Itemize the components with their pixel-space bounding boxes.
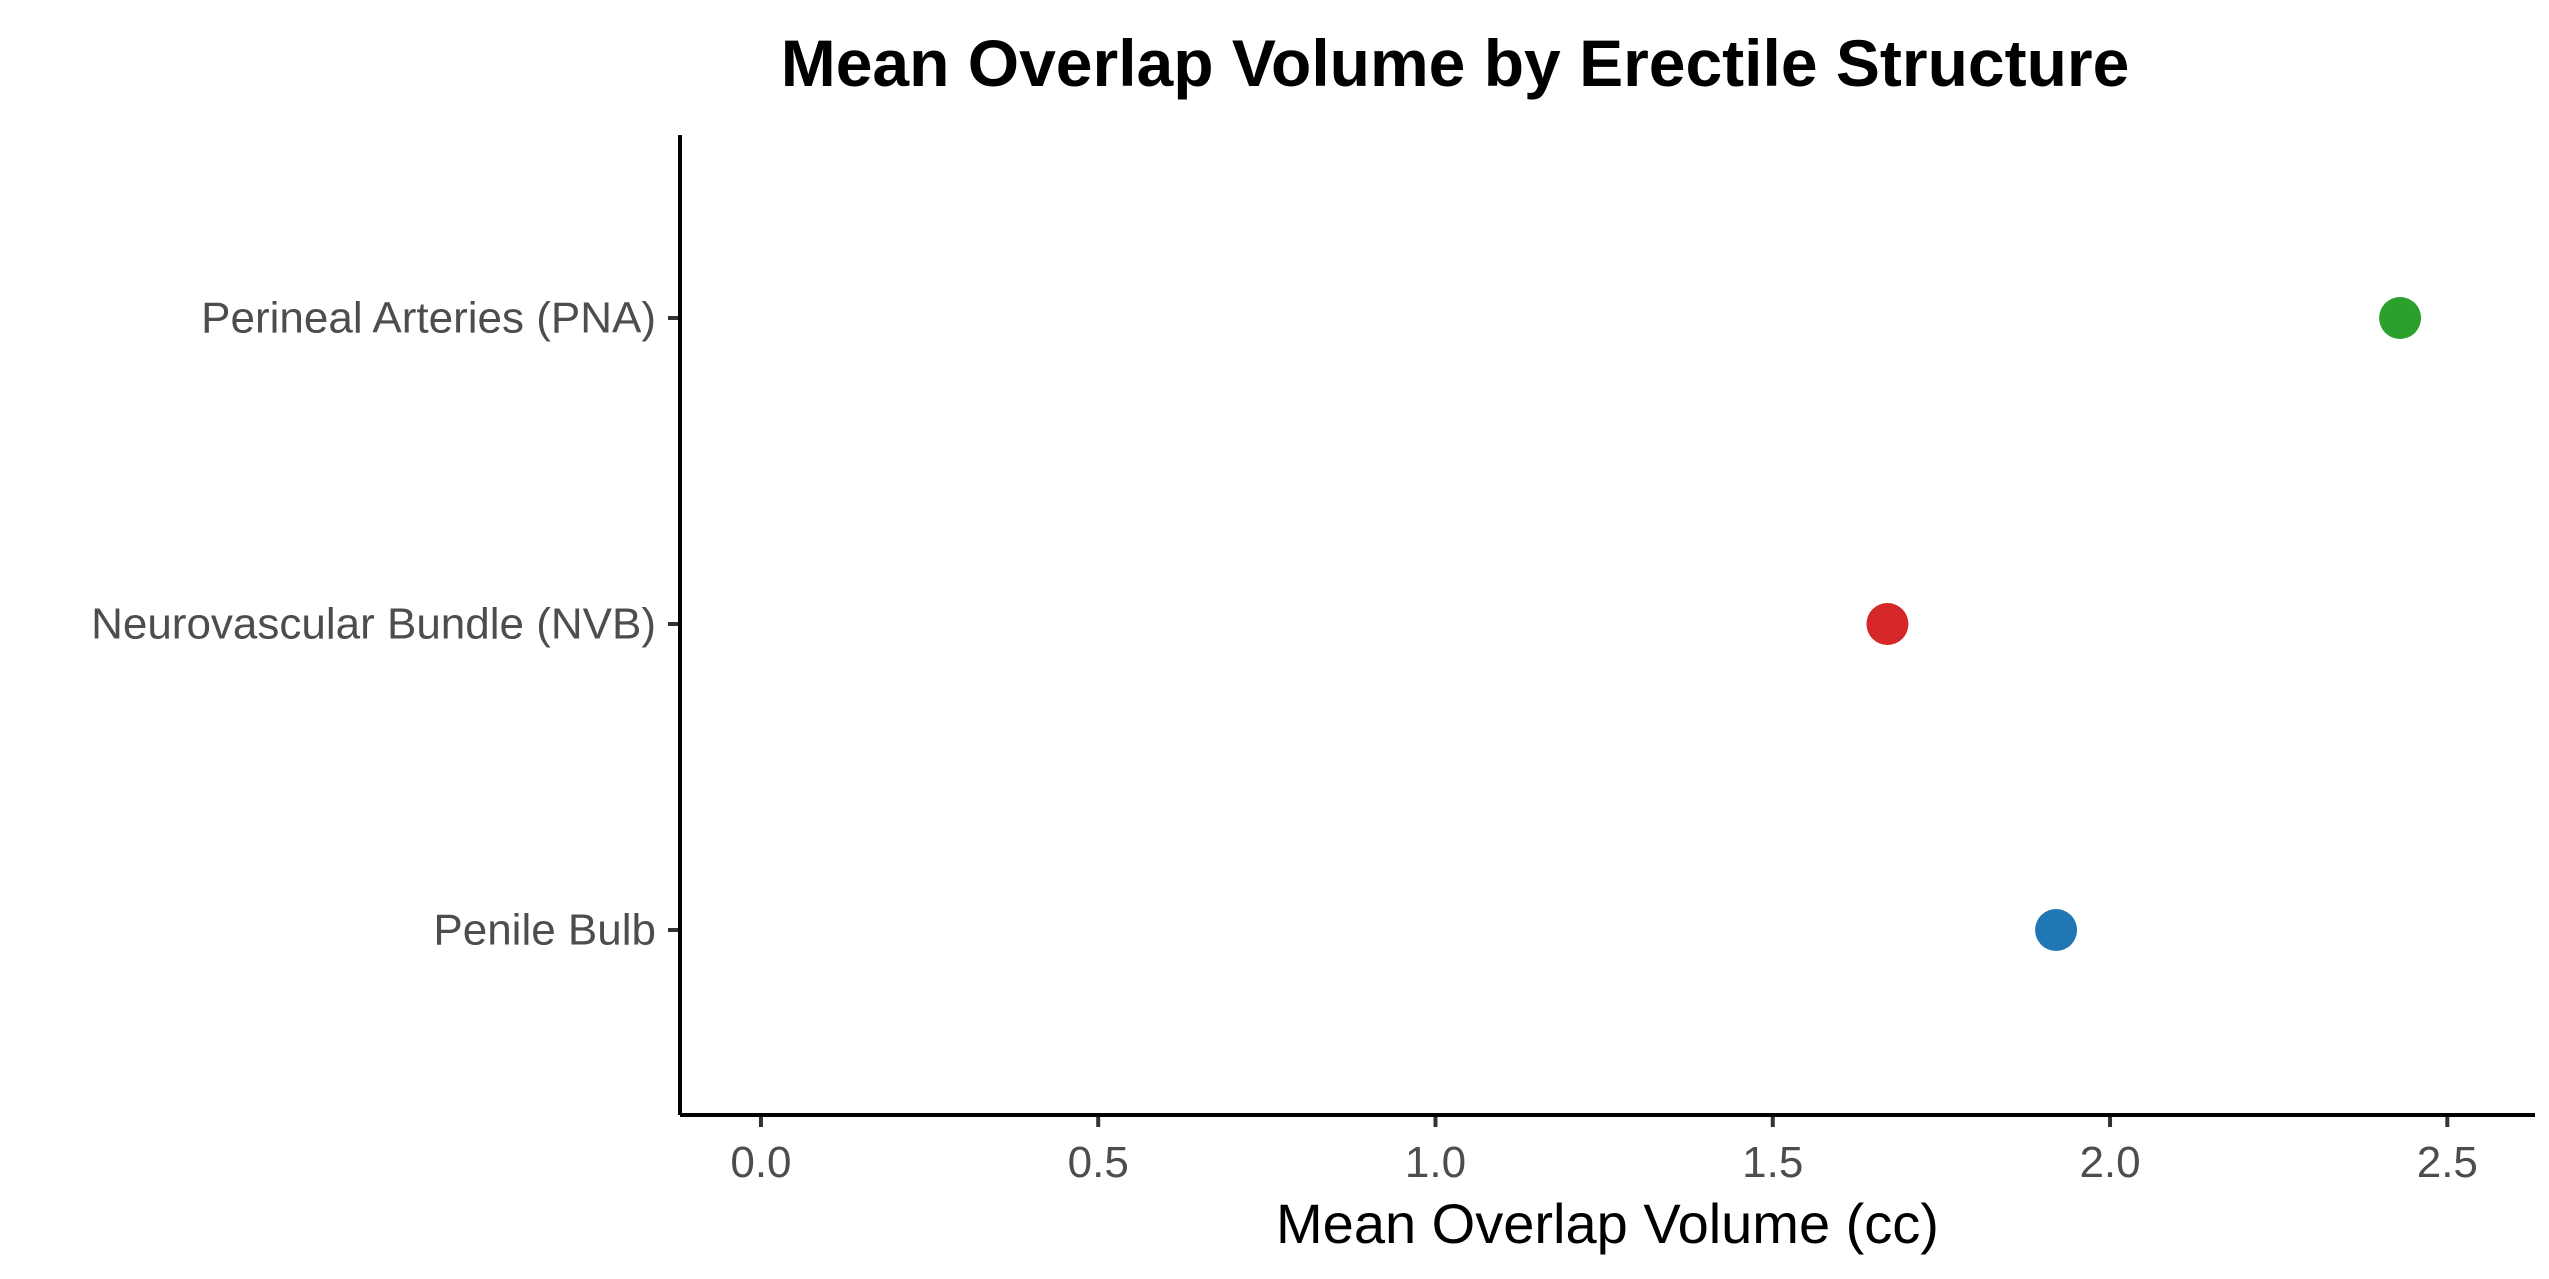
x-tick-label: 2.0 [2079,1138,2140,1187]
y-axis-ticks: Perineal Arteries (PNA) Neurovascular Bun… [91,294,680,955]
data-point [2035,909,2078,951]
x-tick-label: 1.5 [1742,1138,1803,1187]
data-points [1866,297,2422,951]
x-tick-label: 1.0 [1405,1138,1466,1187]
chart-title: Mean Overlap Volume by Erectile Structur… [781,26,2130,100]
y-tick-label: Neurovascular Bundle (NVB) [91,600,656,649]
data-point [1866,603,1909,645]
x-axis-label: Mean Overlap Volume (cc) [1276,1192,1939,1255]
data-point [2379,297,2422,339]
x-axis-ticks: 0.0 0.5 1.0 1.5 2.0 2.5 [730,1115,2478,1187]
x-tick-label: 0.5 [1068,1138,1129,1187]
x-tick-label: 2.5 [2417,1138,2478,1187]
y-tick-label: Perineal Arteries (PNA) [201,294,656,343]
x-tick-label: 0.0 [730,1138,791,1187]
y-tick-label: Penile Bulb [433,906,656,955]
